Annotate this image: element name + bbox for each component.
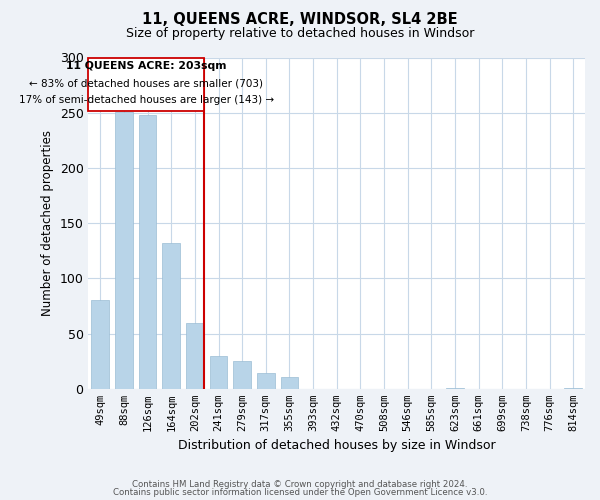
FancyBboxPatch shape bbox=[88, 58, 204, 110]
Text: Contains public sector information licensed under the Open Government Licence v3: Contains public sector information licen… bbox=[113, 488, 487, 497]
Bar bbox=[115, 112, 133, 389]
Y-axis label: Number of detached properties: Number of detached properties bbox=[41, 130, 54, 316]
Bar bbox=[139, 115, 157, 389]
X-axis label: Distribution of detached houses by size in Windsor: Distribution of detached houses by size … bbox=[178, 440, 496, 452]
Bar bbox=[91, 300, 109, 389]
Bar bbox=[565, 388, 582, 389]
Bar bbox=[233, 361, 251, 389]
Bar bbox=[446, 388, 464, 389]
Bar bbox=[163, 243, 180, 389]
Bar bbox=[281, 376, 298, 389]
Bar bbox=[209, 356, 227, 389]
Bar bbox=[257, 374, 275, 389]
Bar bbox=[186, 322, 204, 389]
Text: 11, QUEENS ACRE, WINDSOR, SL4 2BE: 11, QUEENS ACRE, WINDSOR, SL4 2BE bbox=[142, 12, 458, 28]
Text: 17% of semi-detached houses are larger (143) →: 17% of semi-detached houses are larger (… bbox=[19, 95, 274, 105]
Text: ← 83% of detached houses are smaller (703): ← 83% of detached houses are smaller (70… bbox=[29, 78, 263, 88]
Text: Contains HM Land Registry data © Crown copyright and database right 2024.: Contains HM Land Registry data © Crown c… bbox=[132, 480, 468, 489]
Text: Size of property relative to detached houses in Windsor: Size of property relative to detached ho… bbox=[126, 28, 474, 40]
Text: 11 QUEENS ACRE: 203sqm: 11 QUEENS ACRE: 203sqm bbox=[66, 62, 226, 72]
